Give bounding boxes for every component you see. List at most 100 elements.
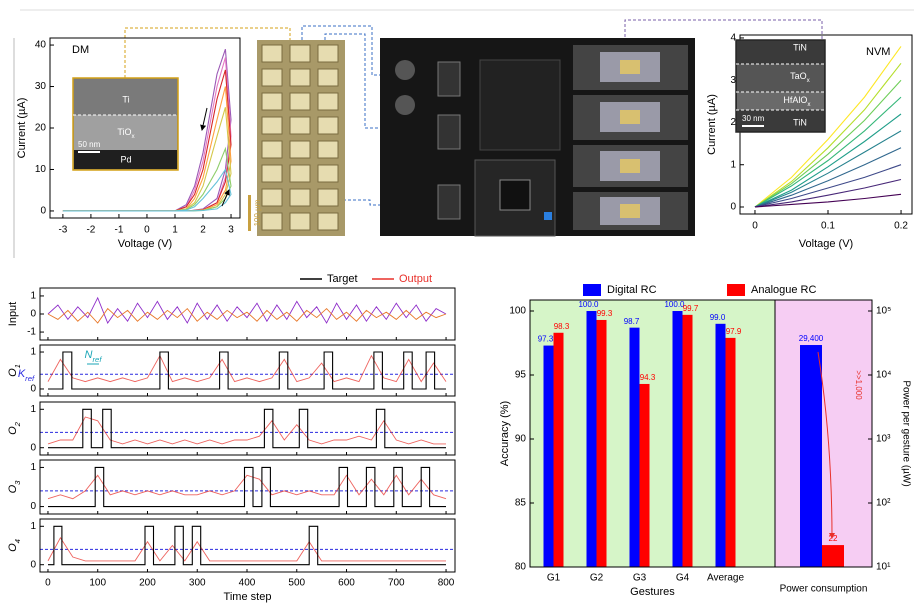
y-tick-label: 30: [35, 81, 47, 92]
panel-label: O1: [7, 364, 22, 377]
x-tick-label: 400: [239, 578, 256, 589]
board-photo: [380, 38, 695, 237]
y-tick-label: 1: [30, 462, 36, 473]
header: [437, 114, 461, 150]
inset-label: TaOx: [790, 71, 811, 84]
y-tick-label: 10²: [876, 498, 891, 509]
value-label: 99.3: [597, 309, 613, 318]
plot-frame: [39, 518, 456, 573]
target-line: [48, 466, 446, 508]
curve: [754, 130, 902, 208]
pad-grid: [261, 44, 339, 231]
legend-label: Output: [399, 273, 432, 285]
y-tick-label: 4: [730, 33, 736, 44]
pad: [261, 92, 283, 111]
pad: [317, 44, 339, 63]
y-tick-label: 1: [730, 159, 736, 170]
panel-label: O3: [7, 480, 22, 494]
value-label: 98.7: [624, 317, 640, 326]
inset-label-text: HfAlO: [783, 95, 807, 105]
y-axis-label: Current (µA): [706, 94, 718, 155]
inset-label: Pd: [120, 154, 131, 164]
x-tick-label: 300: [189, 578, 206, 589]
annotation: Kref: [18, 368, 35, 383]
die: [620, 60, 640, 74]
bar: [715, 323, 726, 567]
x-axis-label: Time step: [224, 591, 272, 603]
pad: [261, 164, 283, 183]
circuit-area: [479, 59, 561, 151]
y-tick-label: 90: [515, 434, 527, 445]
bar: [639, 383, 650, 567]
output-line: [47, 354, 447, 383]
inset-label: Ti: [122, 94, 129, 104]
output-line: [47, 416, 446, 445]
y-tick-label: 0: [730, 202, 736, 213]
pad: [317, 188, 339, 207]
y-tick-label: 85: [515, 498, 527, 509]
panel-label: O2: [7, 421, 22, 435]
x-tick-label: Power consumption: [780, 584, 868, 595]
x-tick-label: 0: [144, 225, 150, 236]
curve: [754, 46, 902, 208]
panel-label-text: O: [7, 368, 19, 377]
value-label: 97.9: [726, 327, 742, 336]
curve: [754, 147, 902, 208]
x-tick-label: 0.1: [821, 221, 835, 232]
x-tick-label: 0.2: [894, 221, 908, 232]
die: [620, 159, 640, 173]
value-label: 99.7: [683, 304, 699, 313]
y-tick-label: 2: [730, 117, 736, 128]
value-label: 99.0: [710, 313, 726, 322]
legend-label: Target: [327, 273, 358, 285]
annotation: Nref: [85, 349, 103, 364]
scale-bar-label: 100 µm: [253, 199, 262, 226]
y-tick-label: 0: [30, 559, 36, 570]
y-tick-label: 95: [515, 370, 527, 381]
power-bar: [800, 345, 822, 567]
inset-label-sub: x: [132, 133, 136, 140]
bar: [553, 332, 564, 567]
input-signal: [47, 296, 447, 324]
pad: [261, 212, 283, 231]
bar: [596, 319, 607, 567]
panel-label: Input: [7, 302, 19, 326]
inset-layer: [737, 64, 824, 92]
pad: [289, 44, 311, 63]
bar: [682, 314, 693, 567]
panel-label-sub: 2: [13, 421, 22, 427]
annotation-text: N: [85, 349, 93, 361]
y-tick-label: 0: [30, 501, 36, 512]
y-tick-label: 0: [30, 384, 36, 395]
y-tick-label: 3: [730, 75, 736, 86]
inset-label-sub: x: [807, 101, 811, 108]
x-tick-label: 1: [172, 225, 178, 236]
target-line: [48, 351, 446, 390]
y-tick-label: 0: [40, 206, 46, 217]
x-tick-label: 800: [438, 578, 455, 589]
input-signal: [47, 307, 447, 324]
y-tick-label: -1: [27, 327, 36, 338]
x-tick-label: 500: [288, 578, 305, 589]
x-axis-label: Voltage (V): [118, 238, 172, 250]
y-tick-label: 10: [35, 164, 47, 175]
y-tick-label: 10³: [876, 434, 891, 445]
x-tick-label: G2: [590, 573, 604, 584]
plot-frame: [49, 37, 241, 219]
x-tick-label: 100: [89, 578, 106, 589]
panel-label-sub: 4: [13, 539, 22, 543]
panel-label: O4: [7, 539, 22, 552]
inset-layer: [74, 115, 177, 150]
inset-label: HfAlOx: [783, 95, 811, 108]
x-tick-label: -1: [114, 225, 123, 236]
plot-frame: [529, 299, 873, 568]
y-tick-label: 0: [30, 309, 36, 320]
inset-label-sub: x: [807, 77, 811, 84]
pad: [289, 188, 311, 207]
pad: [317, 164, 339, 183]
inset-label-text: TiO: [117, 127, 131, 137]
curve: [754, 96, 902, 208]
scale-bar-label: 30 nm: [742, 114, 765, 123]
y-tick-label: 40: [35, 40, 47, 51]
